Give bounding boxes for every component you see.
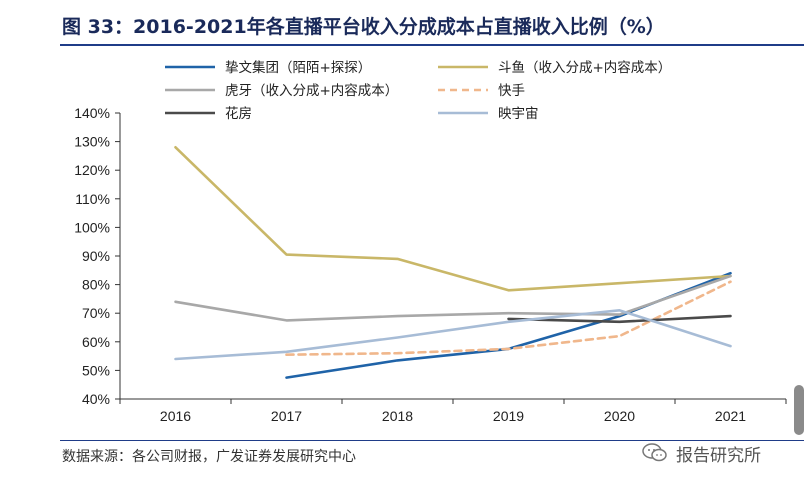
title-bar: 图 33：2016-2021年各直播平台收入分成成本占直播收入比例（%）: [0, 0, 804, 44]
series-lines: [174, 146, 732, 379]
x-tick-label: 2016: [160, 408, 191, 424]
y-axis: 40% 50% 60% 70% 80% 90% 100% 110% 120% 130% 140%: [74, 105, 121, 407]
y-tick-label: 130%: [74, 134, 110, 150]
line-chart: 挚文集团（陌陌+探探） 斗鱼（收入分成+内容成本） 虎牙（收入分成+内容成本） 快手花…: [74, 59, 787, 424]
figure-title: 图 33：2016-2021年各直播平台收入分成成本占直播收入比例（%）: [62, 16, 665, 38]
y-tick-label: 100%: [74, 219, 110, 235]
y-tick-label: 110%: [75, 191, 110, 207]
x-tick-label: 2020: [604, 408, 635, 424]
legend-item: 快手: [438, 83, 525, 99]
wechat-icon: [642, 443, 667, 462]
legend-label: 花房: [225, 106, 252, 122]
x-tick-label: 2018: [382, 408, 413, 424]
x-tick-label: 2021: [715, 408, 746, 424]
series-line-3: [285, 280, 732, 357]
y-tick-label: 60%: [82, 334, 110, 350]
series-line-1: [174, 146, 732, 292]
series-line-2: [174, 274, 732, 322]
y-tick-label: 80%: [82, 277, 110, 293]
y-tick-label: 90%: [82, 248, 110, 264]
legend-label: 映宇宙: [498, 106, 539, 122]
scrollbar-handle[interactable]: [794, 385, 804, 435]
x-axis: 2016 2017 2018 2019 2020 2021: [119, 398, 787, 424]
watermark-text: 报告研究所: [676, 445, 761, 466]
x-tick-label: 2019: [493, 408, 524, 424]
x-tick-label: 2017: [271, 408, 302, 424]
y-tick-label: 140%: [74, 105, 110, 121]
legend-item: 虎牙（收入分成+内容成本）: [165, 82, 398, 99]
legend-item: 花房: [165, 106, 252, 122]
y-tick-label: 70%: [82, 305, 110, 321]
series-line-4: [507, 314, 732, 324]
legend-item: 映宇宙: [438, 106, 539, 122]
source-note: 数据来源：各公司财报，广发证券发展研究中心: [62, 449, 356, 465]
legend-label: 虎牙（收入分成+内容成本）: [225, 82, 398, 99]
title-rule: [60, 44, 804, 46]
y-tick-label: 50%: [82, 362, 110, 378]
legend-item: 挚文集团（陌陌+探探）: [165, 60, 371, 76]
legend-label: 快手: [498, 83, 525, 99]
legend-label: 斗鱼（收入分成+内容成本）: [498, 59, 671, 76]
legend-item: 斗鱼（收入分成+内容成本）: [438, 59, 671, 76]
legend-label: 挚文集团（陌陌+探探）: [225, 60, 371, 76]
y-tick-label: 120%: [74, 162, 110, 178]
legend: 挚文集团（陌陌+探探） 斗鱼（收入分成+内容成本） 虎牙（收入分成+内容成本） 快手花…: [165, 59, 671, 122]
series-line-5: [174, 308, 732, 361]
footer-rule: [60, 440, 804, 441]
watermark: 报告研究所: [642, 440, 761, 466]
y-tick-label: 40%: [82, 391, 110, 407]
